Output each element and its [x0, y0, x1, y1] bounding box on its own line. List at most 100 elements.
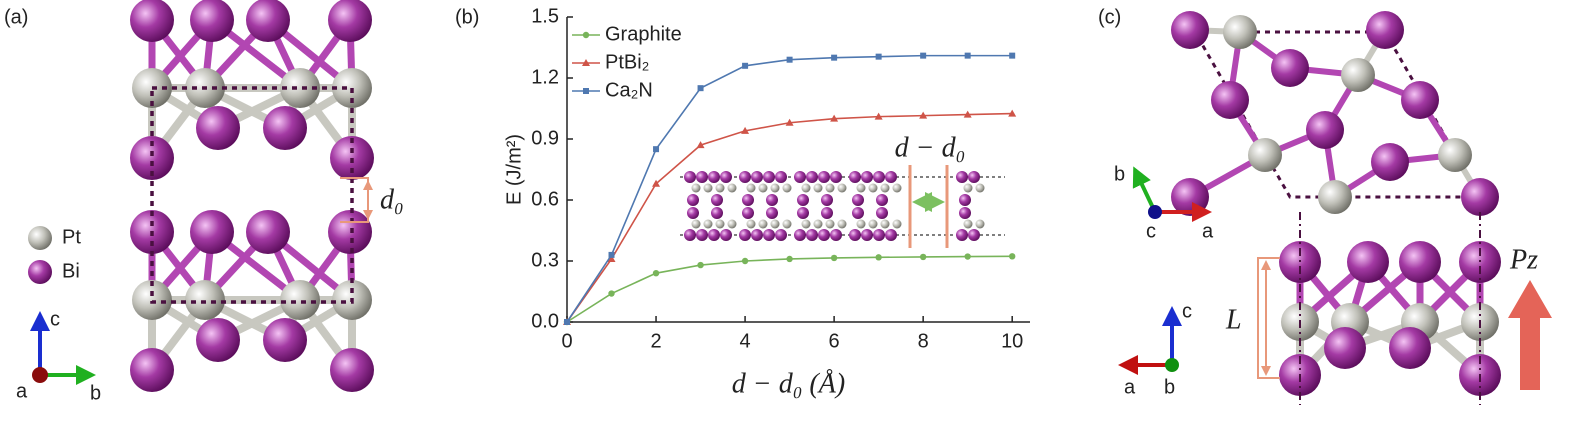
- bi-atom: [763, 229, 775, 241]
- point: [1008, 253, 1016, 260]
- bi-atom: [1399, 241, 1441, 283]
- pt-atom: [837, 183, 847, 193]
- bi-atom: [1306, 111, 1344, 149]
- axis-origin: [1148, 205, 1162, 219]
- legend-label: Pt: [62, 226, 81, 248]
- y-tick-label: 0.0: [531, 310, 559, 332]
- axis-arrow: [1132, 166, 1157, 213]
- bi-atom: [190, 210, 234, 254]
- axis-label: c: [50, 308, 60, 330]
- bi-atom: [739, 171, 751, 183]
- point: [741, 126, 750, 134]
- x-tick-label: 6: [829, 330, 840, 352]
- x-tick-label: 8: [918, 330, 929, 352]
- point: [830, 254, 838, 262]
- point: [963, 110, 972, 118]
- bi-atom: [956, 171, 968, 183]
- pt-atom: [691, 219, 701, 229]
- pt-atom: [1248, 138, 1282, 172]
- bi-atom: [830, 229, 842, 241]
- pt-atom: [1341, 58, 1375, 92]
- point: [785, 118, 794, 126]
- bi-atom: [1171, 11, 1209, 49]
- bi-atom: [818, 229, 830, 241]
- pt-atom: [746, 183, 756, 193]
- bi-atom: [1271, 49, 1309, 87]
- pt-atom: [280, 68, 320, 108]
- y-tick-label: 0.9: [531, 127, 559, 149]
- bi-atom: [246, 0, 290, 42]
- thickness-bracket: [1257, 257, 1280, 379]
- pt-atom: [727, 183, 737, 193]
- point: [830, 114, 839, 122]
- thickness-label: L: [1225, 304, 1242, 335]
- bi-atom: [330, 348, 374, 392]
- bi-atom: [1324, 327, 1366, 369]
- cell-edge: [150, 86, 354, 304]
- bi-atom: [1366, 11, 1404, 49]
- point: [964, 52, 971, 59]
- panel-label: (c): [1098, 6, 1121, 28]
- point: [607, 254, 616, 262]
- pt-atom: [132, 280, 172, 320]
- point: [831, 54, 838, 61]
- y-axis-label: E (J/m²): [503, 134, 525, 205]
- y-tick-label: 0.3: [531, 249, 559, 271]
- pt-atom: [825, 183, 835, 193]
- bi-atom: [852, 207, 864, 219]
- point: [786, 255, 793, 263]
- pt-atom: [770, 219, 780, 229]
- bi-atom: [876, 207, 888, 219]
- x-tick-label: 10: [1001, 330, 1023, 352]
- x-tick-label: 4: [740, 330, 751, 352]
- bi-atom: [246, 210, 290, 254]
- bi-atom: [130, 136, 174, 180]
- bi-atom: [684, 229, 696, 241]
- pt-atom: [1318, 180, 1352, 214]
- bi-atom: [1461, 178, 1499, 216]
- pt-atom: [1438, 138, 1472, 172]
- bi-atom: [766, 194, 778, 206]
- axis-label: b: [1114, 163, 1125, 185]
- bi-atom: [794, 229, 806, 241]
- bi-atom: [797, 194, 809, 206]
- bi-atom: [959, 207, 971, 219]
- bi-atom: [328, 210, 372, 254]
- axis-label: a: [1202, 220, 1214, 242]
- point: [919, 253, 927, 261]
- legend-label: Ca₂N: [605, 79, 653, 101]
- pt-atom: [703, 219, 713, 229]
- pt-atom: [880, 219, 890, 229]
- pt-atom: [782, 219, 792, 229]
- bi-atom: [849, 229, 861, 241]
- bi-atom: [684, 171, 696, 183]
- panel-label: (b): [455, 6, 479, 28]
- axis-origin: [1165, 358, 1179, 372]
- bi-atom: [968, 171, 980, 183]
- pt-atom: [715, 219, 725, 229]
- pt-atom: [801, 219, 811, 229]
- pt-atom: [727, 219, 737, 229]
- pt-atom: [813, 183, 823, 193]
- pt-atom: [892, 183, 902, 193]
- point: [564, 319, 570, 325]
- bi-atom: [818, 171, 830, 183]
- legend-marker: [582, 59, 590, 66]
- bi-atom: [720, 171, 732, 183]
- bi-atom: [1389, 327, 1431, 369]
- point: [964, 253, 971, 260]
- point: [696, 141, 705, 149]
- spacing-label: d₀: [380, 184, 404, 215]
- bi-atom: [696, 229, 708, 241]
- bi-atom: [1211, 81, 1249, 119]
- bi-atom: [849, 171, 861, 183]
- pt-atom: [703, 183, 713, 193]
- bi-atom: [711, 194, 723, 206]
- pt-atom: [782, 183, 792, 193]
- point: [875, 254, 882, 261]
- bi-atom: [687, 194, 699, 206]
- axis-label: a: [1124, 376, 1136, 398]
- bi-atom: [739, 229, 751, 241]
- bi-atom: [1347, 241, 1389, 283]
